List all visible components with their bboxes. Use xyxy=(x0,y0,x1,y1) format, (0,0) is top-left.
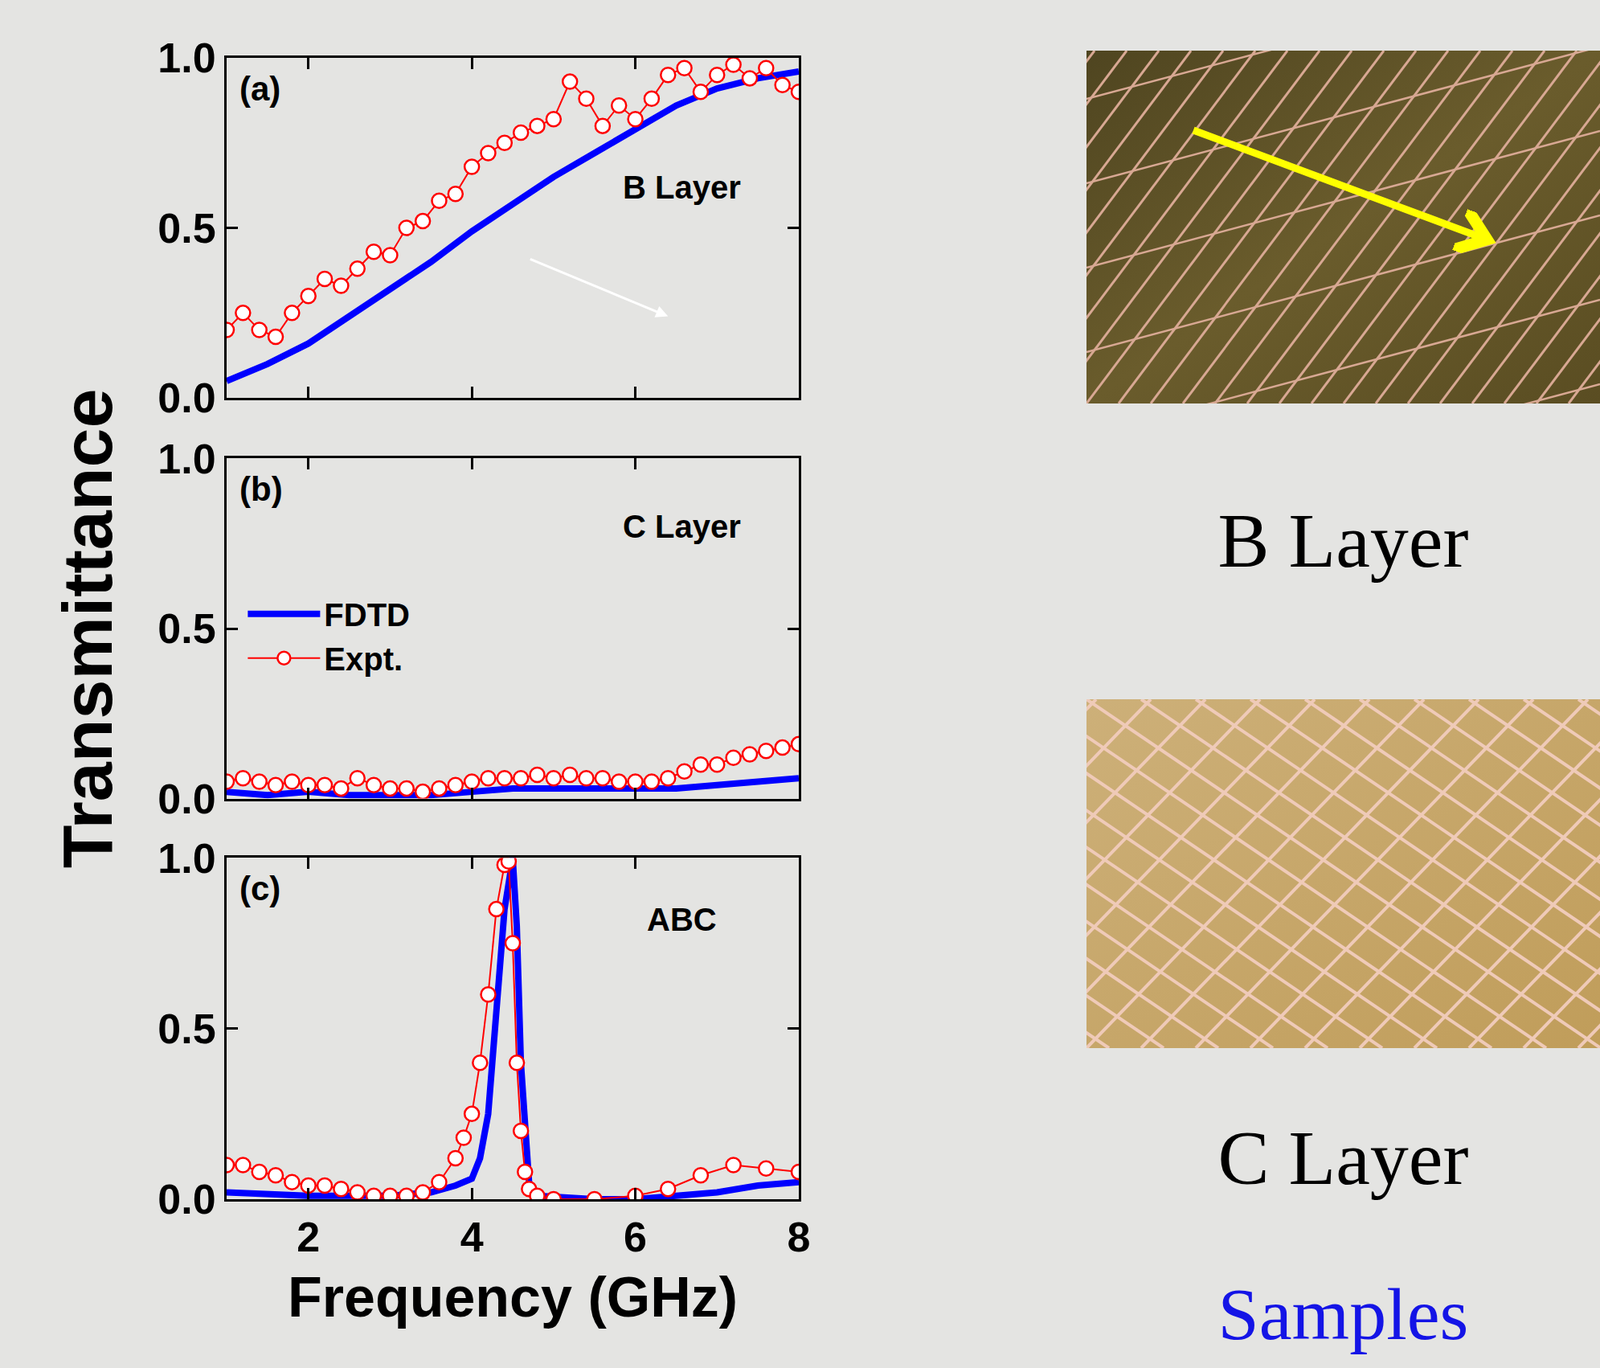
svg-text:(c): (c) xyxy=(239,869,281,908)
svg-text:8: 8 xyxy=(787,1213,811,1261)
html-text:Samples: Samples xyxy=(1217,1272,1469,1355)
html-text:B Layer: B Layer xyxy=(1217,497,1469,584)
svg-text:Expt.: Expt. xyxy=(323,641,403,677)
svg-text:Frequency (GHz): Frequency (GHz) xyxy=(287,1265,738,1329)
svg-text:FDTD: FDTD xyxy=(323,597,410,633)
html-text:C Layer: C Layer xyxy=(1217,1114,1469,1201)
svg-text:0.0: 0.0 xyxy=(157,374,216,422)
svg-text:1.0: 1.0 xyxy=(157,34,216,82)
svg-text:0.5: 0.5 xyxy=(157,1005,216,1052)
svg-text:2: 2 xyxy=(296,1213,320,1261)
svg-text:0.5: 0.5 xyxy=(157,605,216,652)
svg-text:Transmittance: Transmittance xyxy=(47,388,127,869)
svg-text:(b): (b) xyxy=(239,470,283,508)
svg-text:B Layer: B Layer xyxy=(622,169,741,205)
svg-text:0.0: 0.0 xyxy=(157,775,216,823)
svg-text:ABC: ABC xyxy=(646,901,717,938)
svg-text:0.0: 0.0 xyxy=(157,1175,216,1223)
svg-text:6: 6 xyxy=(623,1213,647,1261)
svg-text:1.0: 1.0 xyxy=(157,435,216,483)
svg-text:1.0: 1.0 xyxy=(157,834,216,882)
svg-text:(a): (a) xyxy=(239,69,281,108)
svg-text:4: 4 xyxy=(460,1213,484,1261)
svg-text:0.5: 0.5 xyxy=(157,204,216,252)
svg-text:C Layer: C Layer xyxy=(622,508,741,545)
